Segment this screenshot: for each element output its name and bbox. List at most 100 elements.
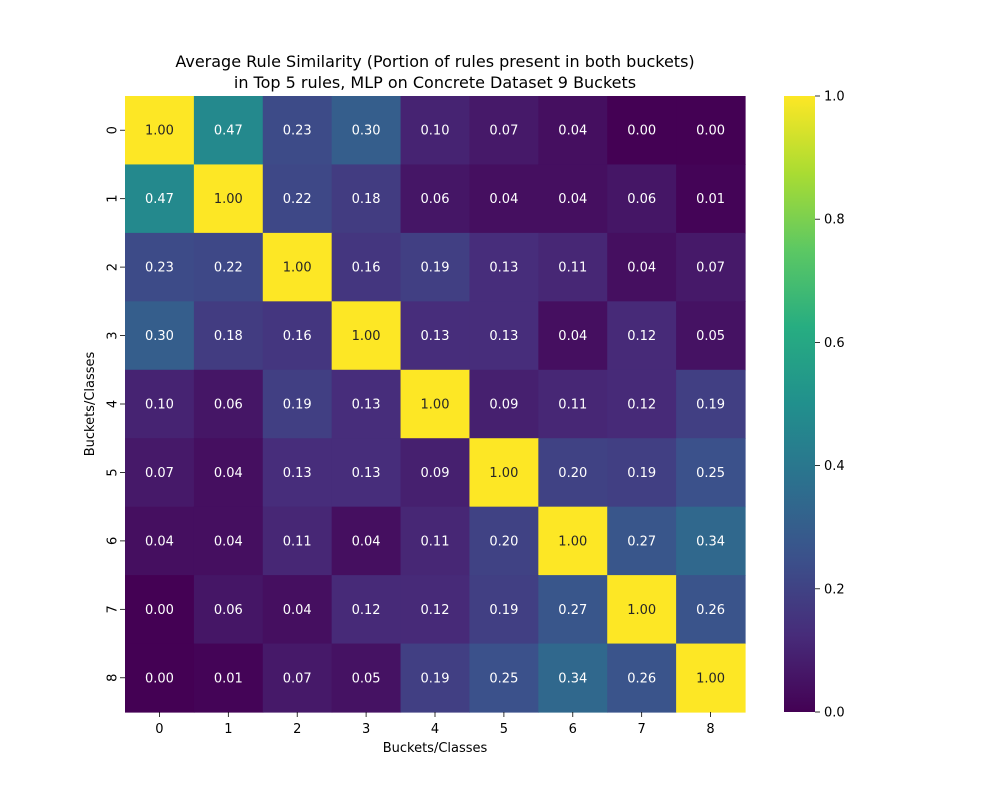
heatmap-cell	[676, 232, 746, 302]
cell-value-label: 0.00	[145, 671, 174, 686]
chart-title-line-1: Average Rule Similarity (Portion of rule…	[175, 52, 694, 71]
heatmap-cell	[607, 575, 677, 645]
heatmap-cell	[262, 643, 333, 713]
cell-value-label: 0.09	[421, 466, 450, 481]
heatmap-cell	[262, 438, 333, 508]
cell-value-label: 0.00	[627, 124, 656, 139]
cell-value-label: 0.27	[627, 534, 656, 549]
cell-value-label: 1.00	[421, 398, 450, 413]
heatmap-cell	[125, 301, 195, 371]
heatmap-cell	[469, 369, 539, 439]
heatmap-cell	[607, 438, 677, 508]
cell-value-label: 0.13	[489, 329, 518, 344]
heatmap-cell	[469, 301, 539, 371]
cell-value-label: 0.04	[214, 466, 243, 481]
heatmap-cell	[400, 369, 471, 439]
x-tick-label: 4	[431, 722, 439, 737]
colorbar-tick-label: 0.0	[824, 706, 845, 721]
cell-value-label: 0.22	[214, 261, 243, 276]
heatmap-cell	[607, 506, 677, 576]
cell-value-label: 0.12	[352, 603, 381, 618]
cell-value-label: 0.22	[283, 192, 312, 207]
cell-value-label: 0.11	[421, 534, 450, 549]
cell-value-label: 0.19	[421, 671, 450, 686]
x-tick-label: 3	[362, 722, 370, 737]
cell-value-label: 0.20	[558, 466, 587, 481]
heatmap-cell	[676, 438, 746, 508]
heatmap-cell	[469, 506, 539, 576]
cell-value-label: 1.00	[558, 534, 587, 549]
heatmap-cell	[607, 164, 677, 234]
heatmap-cell	[262, 164, 333, 234]
heatmap-cell	[538, 96, 608, 166]
cell-value-label: 0.47	[145, 192, 174, 207]
heatmap-cell	[331, 369, 402, 439]
colorbar-tick-label: 0.2	[824, 582, 845, 597]
cell-value-label: 0.13	[421, 329, 450, 344]
heatmap-cell	[400, 438, 471, 508]
heatmap-cell	[331, 575, 402, 645]
heatmap-cell	[193, 506, 264, 576]
cell-value-label: 0.10	[421, 124, 450, 139]
heatmap-cell	[125, 232, 195, 302]
heatmap-cell	[125, 369, 195, 439]
heatmap-cell	[676, 369, 746, 439]
cell-value-label: 0.16	[352, 261, 381, 276]
cell-value-label: 0.47	[214, 124, 243, 139]
heatmap-cell	[676, 96, 746, 166]
cell-value-label: 0.04	[558, 124, 587, 139]
heatmap-cell	[331, 96, 402, 166]
cell-value-label: 1.00	[627, 603, 656, 618]
cell-value-label: 0.04	[145, 534, 174, 549]
heatmap-cell	[538, 438, 608, 508]
cell-value-label: 0.07	[145, 466, 174, 481]
y-tick-label: 8	[106, 674, 121, 682]
heatmap-cell	[400, 232, 471, 302]
heatmap-cell	[607, 96, 677, 166]
heatmap-cell	[469, 232, 539, 302]
y-tick-label: 3	[106, 331, 121, 339]
heatmap-cell	[538, 164, 608, 234]
cell-value-label: 0.13	[352, 466, 381, 481]
cell-value-label: 0.13	[352, 398, 381, 413]
heatmap-cell	[607, 301, 677, 371]
heatmap-cell	[262, 232, 333, 302]
cell-value-label: 0.30	[145, 329, 174, 344]
cell-value-label: 0.04	[214, 534, 243, 549]
cell-value-label: 0.26	[696, 603, 725, 618]
cell-value-label: 0.19	[489, 603, 518, 618]
cell-value-label: 0.01	[214, 671, 243, 686]
cell-value-label: 0.01	[696, 192, 725, 207]
cell-value-label: 0.11	[558, 398, 587, 413]
heatmap-cell	[193, 369, 264, 439]
heatmap-cell	[538, 232, 608, 302]
cell-value-label: 0.11	[558, 261, 587, 276]
y-tick-label: 5	[106, 468, 121, 476]
cell-value-label: 1.00	[696, 671, 725, 686]
heatmap-cell	[400, 643, 471, 713]
cell-value-label: 0.23	[283, 124, 312, 139]
heatmap-cell	[125, 506, 195, 576]
cell-value-label: 0.07	[696, 261, 725, 276]
cell-value-label: 0.19	[696, 398, 725, 413]
heatmap-cell	[676, 643, 746, 713]
x-tick-label: 6	[569, 722, 577, 737]
heatmap-cell	[607, 369, 677, 439]
heatmap-cell	[262, 301, 333, 371]
heatmap-cell	[469, 575, 539, 645]
heatmap-cell	[469, 164, 539, 234]
chart-title-line-2: in Top 5 rules, MLP on Concrete Dataset …	[234, 73, 636, 92]
cell-value-label: 0.05	[696, 329, 725, 344]
cell-value-label: 0.05	[352, 671, 381, 686]
heatmap-cell	[331, 164, 402, 234]
heatmap-cell	[331, 301, 402, 371]
cell-value-label: 0.11	[283, 534, 312, 549]
heatmap-cell	[125, 643, 195, 713]
cell-value-label: 1.00	[145, 124, 174, 139]
y-axis-label: Buckets/Classes	[83, 351, 98, 456]
cell-value-label: 0.13	[283, 466, 312, 481]
heatmap-cell	[538, 301, 608, 371]
cell-value-label: 0.09	[489, 398, 518, 413]
cell-value-label: 0.00	[145, 603, 174, 618]
